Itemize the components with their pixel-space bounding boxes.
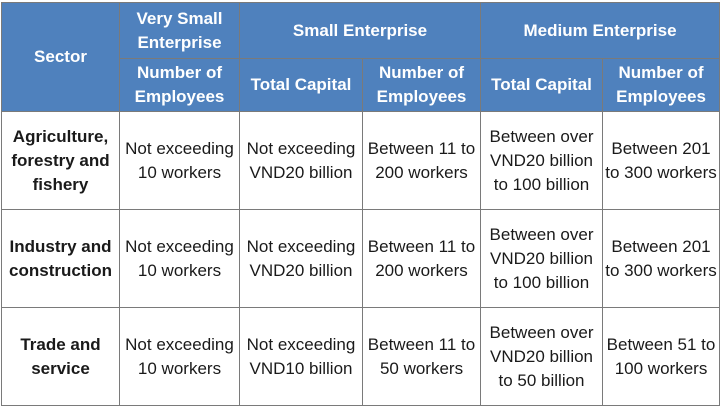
medium-employees-cell: Between 201 to 300 workers — [602, 111, 720, 210]
header-medium-capital: Total Capital — [480, 58, 604, 112]
medium-employees-cell: Between 51 to 100 workers — [602, 307, 720, 406]
sector-cell: Industry and construction — [1, 209, 120, 308]
header-medium-employees: Number of Employees — [602, 58, 720, 112]
small-employees-cell: Between 11 to 200 workers — [361, 209, 482, 308]
medium-capital-cell: Between over VND20 billion to 100 billio… — [480, 209, 604, 308]
medium-employees-cell: Between 201 to 300 workers — [602, 209, 720, 308]
medium-capital-cell: Between over VND20 billion to 100 billio… — [480, 111, 604, 210]
small-employees-cell: Between 11 to 50 workers — [361, 307, 482, 406]
header-vse-employees: Number of Employees — [119, 58, 240, 112]
small-capital-cell: Not exceeding VND10 billion — [239, 307, 363, 406]
small-capital-cell: Not exceeding VND20 billion — [239, 111, 363, 210]
table-row: Agriculture, forestry and fishery Not ex… — [1, 111, 720, 210]
small-capital-cell: Not exceeding VND20 billion — [239, 209, 363, 308]
vse-employees-cell: Not exceeding 10 workers — [119, 209, 240, 308]
enterprise-classification-table: Sector Very Small Enterprise Small Enter… — [1, 2, 720, 406]
vse-employees-cell: Not exceeding 10 workers — [119, 111, 240, 210]
header-very-small-enterprise: Very Small Enterprise — [119, 2, 240, 59]
medium-capital-cell: Between over VND20 billion to 50 billion — [480, 307, 604, 406]
sector-cell: Agriculture, forestry and fishery — [1, 111, 120, 210]
header-row-groups: Sector Very Small Enterprise Small Enter… — [1, 2, 720, 112]
header-small-enterprise: Small Enterprise — [238, 2, 482, 59]
header-medium-enterprise: Medium Enterprise — [480, 2, 720, 59]
sector-cell: Trade and service — [1, 307, 120, 406]
header-small-capital: Total Capital — [239, 58, 363, 112]
table-row: Trade and service Not exceeding 10 worke… — [1, 307, 720, 406]
small-employees-cell: Between 11 to 200 workers — [361, 111, 482, 210]
vse-employees-cell: Not exceeding 10 workers — [119, 307, 240, 406]
header-row-metrics: Number of Employees Total Capital Number… — [2, 58, 720, 112]
header-sector: Sector — [1, 2, 120, 112]
header-small-employees: Number of Employees — [361, 58, 482, 112]
table-row: Industry and construction Not exceeding … — [1, 209, 720, 308]
